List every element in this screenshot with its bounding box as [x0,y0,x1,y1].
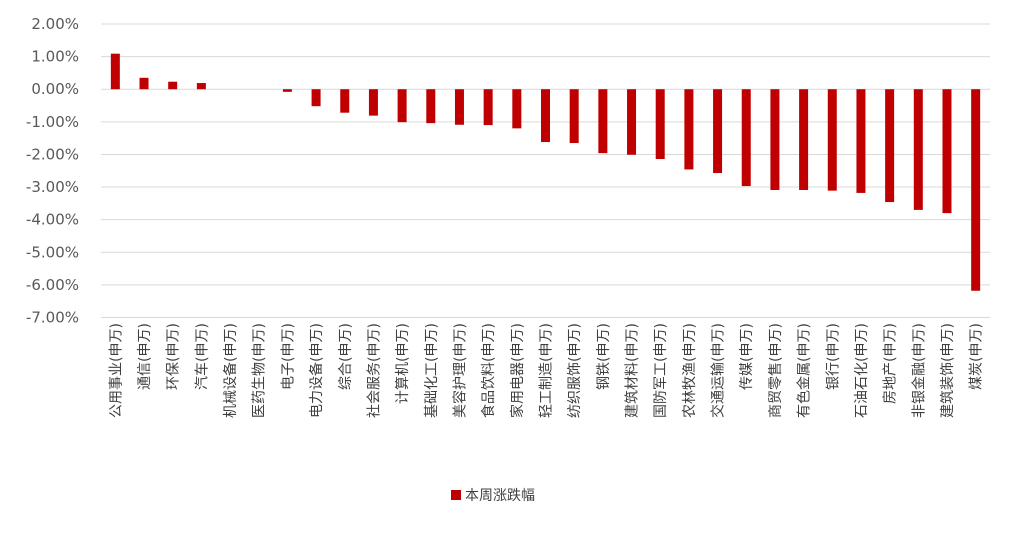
x-tick-label: 家用电器(申万) [509,323,526,418]
x-tick-label: 电子(申万) [280,323,296,390]
x-tick-label: 轻工制造(申万) [539,323,555,418]
x-tick-label: 社会服务(申万) [366,323,382,418]
bar [770,89,780,190]
x-tick-label: 钢铁(申万) [596,323,612,390]
bar [598,89,608,154]
x-tick-label: 计算机(申万) [395,323,411,404]
y-tick-label: -2.00% [26,145,79,163]
bar [340,89,350,113]
bar [913,89,923,210]
x-tick-label: 煤炭(申万) [969,323,985,390]
bar [282,89,292,92]
x-tick-label: 银行(申万) [825,323,841,390]
bar [827,89,837,191]
x-tick-label: 国防军工(申万) [653,323,669,418]
x-tick-label: 汽车(申万) [193,323,210,390]
x-tick-label: 公用事业(申万) [108,323,124,418]
x-tick-label: 交通运输(申万) [710,323,727,418]
bar [368,89,378,116]
y-axis-ticks: 2.00% 1.00% 0.00% -1.00% -2.00% -3.00% -4.00% -… [26,15,79,327]
x-tick-label: 综合(申万) [338,323,354,390]
x-tick-label: 美容护理(申万) [451,323,468,418]
x-tick-label: 通信(申万) [137,323,153,390]
y-tick-label: -7.00% [26,309,79,327]
y-tick-label: 0.00% [31,80,79,98]
bar [139,77,149,90]
x-tick-label: 农林牧渔(申万) [682,323,698,418]
bar [713,89,723,174]
bar [741,89,751,187]
x-tick-label: 商贸零售(申万) [768,323,784,418]
gridlines [101,23,990,318]
x-tick-label: 非银金融(申万) [911,323,927,418]
bar [569,89,579,144]
y-tick-label: -5.00% [26,243,79,261]
bar [942,89,952,214]
x-tick-label: 建筑材料(申万) [625,323,641,418]
bar [627,89,637,155]
y-tick-label: 1.00% [31,48,79,66]
x-tick-label: 纺织服饰(申万) [567,323,583,418]
legend-swatch [451,490,461,500]
x-tick-label: 环保(申万) [166,323,182,390]
legend: 本周涨跌幅 [451,488,535,504]
bar [856,89,866,193]
x-tick-label: 医药生物(申万) [252,323,268,418]
bar [971,89,981,291]
x-tick-label: 建筑装饰(申万) [940,323,956,418]
x-tick-label: 基础化工(申万) [423,323,440,418]
bar [799,89,809,190]
bar [311,89,321,107]
bar [454,89,464,125]
bar [196,83,206,90]
x-axis-ticks: 公用事业(申万) 通信(申万) 环保(申万) 汽车(申万) 机械设备(申万) 医药生物(申… [108,323,984,418]
x-tick-label: 石油石化(申万) [854,323,870,418]
x-tick-label: 传媒(申万) [739,323,755,390]
bar [110,53,120,90]
y-tick-label: -6.00% [26,276,79,294]
x-tick-label: 食品饮料(申万) [480,323,497,418]
bar [426,89,436,124]
y-tick-label: -1.00% [26,113,79,131]
bar [885,89,895,203]
legend-label: 本周涨跌幅 [465,488,535,504]
y-tick-label: 2.00% [31,15,79,33]
x-tick-label: 机械设备(申万) [222,323,239,418]
y-tick-label: -4.00% [26,211,79,229]
bar [655,89,665,160]
bars [110,53,981,291]
x-tick-label: 电力设备(申万) [308,323,325,418]
bar [397,89,407,123]
x-tick-label: 房地产(申万) [883,323,899,404]
x-tick-label: 有色金属(申万) [796,323,813,418]
y-tick-label: -3.00% [26,178,79,196]
bar [512,89,522,129]
bar [684,89,694,170]
bar [168,81,178,90]
bar [483,89,493,126]
bar [541,89,550,143]
